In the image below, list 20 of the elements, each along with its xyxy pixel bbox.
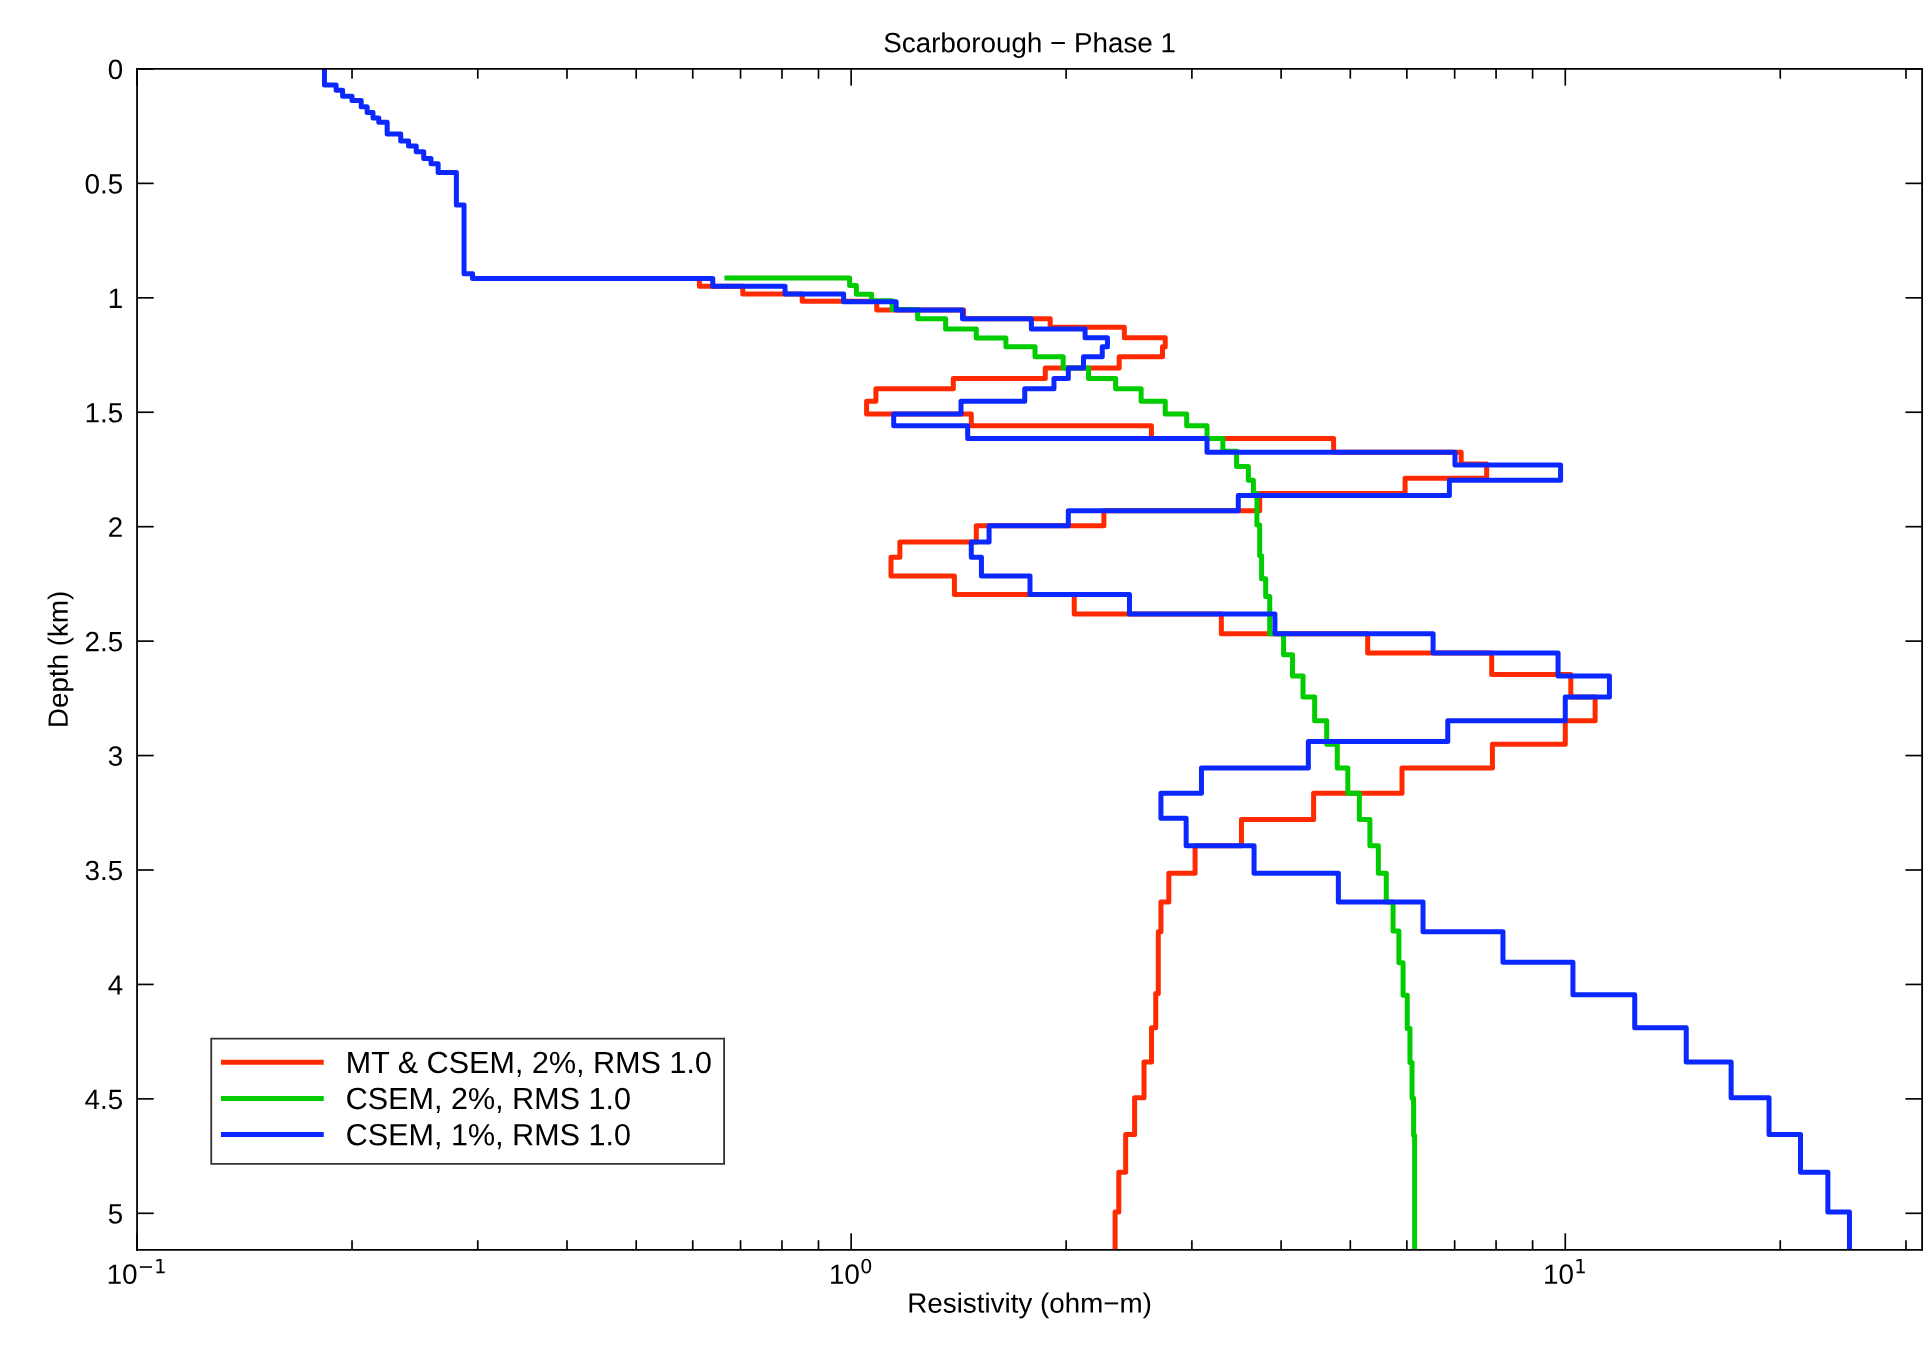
y-tick-label: 1 [109, 288, 122, 308]
x-tick-label: 10$^{0}$ [831, 1258, 872, 1285]
legend-label: CSEM, 2%, RMS 1.0 [347, 1087, 630, 1114]
x-axis-title: Resistivity (ohm−m) [909, 1292, 1151, 1319]
legend-label: CSEM, 1%, RMS 1.0 [347, 1123, 630, 1150]
y-tick-label: 0.5 [85, 174, 123, 194]
y-tick-label: 3.5 [85, 860, 123, 881]
y-tick-label: 4.5 [85, 1089, 123, 1110]
legend-label: MT & CSEM, 2%, RMS 1.0 [348, 1051, 711, 1077]
x-tick-label: 10$^{−1}$ [108, 1258, 165, 1285]
y-tick-label: 2 [109, 517, 122, 537]
x-tick-label: 10$^{1}$ [1545, 1258, 1585, 1285]
y-tick-label: 2.5 [85, 631, 123, 652]
y-axis-title: Depth (km) [47, 592, 74, 726]
y-tick-label: 5 [108, 1204, 123, 1224]
y-tick-label: 3 [108, 746, 122, 766]
y-tick-label: 0 [108, 59, 123, 80]
y-tick-label: 1.5 [86, 403, 123, 423]
y-tick-label: 4 [108, 975, 123, 995]
chart-title: Scarborough − Phase 1 [884, 32, 1175, 59]
